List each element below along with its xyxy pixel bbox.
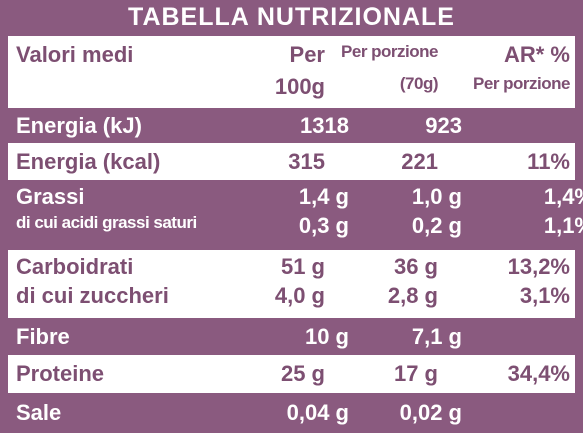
row-label: di cui acidi grassi saturi [16,213,197,232]
cell-value: 923 [425,112,462,138]
cell-value: 221 [401,148,438,174]
cell-value: 25 g [280,361,325,386]
row-label: Sale [16,400,62,425]
cell-value: (70g) [399,74,439,93]
cell-value: 315 [288,148,325,174]
cell-value: Per porzione [473,74,570,93]
row-label: Fibre [16,323,70,349]
cell-value: 7,1 g [411,323,462,349]
table-row: Energia (kcal) 315 221 11% [8,143,575,180]
cell-value: 10 g [304,323,349,349]
cell-value: 0,3 g [298,213,349,238]
cell-value: Per [289,42,325,67]
cell-value: 0,2 g [411,213,462,238]
cell-value: 51 g [280,254,325,279]
table-row: Sale 0,04 g 0,02 g [0,393,583,433]
cell-value: 0,04 g [286,400,349,425]
row-label: di cui zuccheri [16,283,169,308]
cell-value: 11% [527,148,570,174]
cell-value: 1,1% [543,213,583,238]
table-row: Energia (kJ) 1318 923 [0,108,583,143]
header-row: Valori medi Per 100g Per porzione (70g) AR* %… [8,36,575,108]
cell-value: 36 g [393,254,438,279]
table-row: Grassi di cui acidi grassi saturi 1,4 g 0,3… [0,180,583,250]
cell-value: 4,0 g [274,283,325,308]
row-label: Grassi [16,184,85,209]
table-row: Fibre 10 g 7,1 g [0,318,583,355]
row-label: Energia (kJ) [16,112,142,138]
cell-value: 100g [274,74,325,99]
cell-value: 1,4% [543,184,583,209]
row-label: Valori medi [16,42,134,67]
row-label: Carboidrati [16,254,134,279]
cell-value: 1,0 g [411,184,462,209]
cell-value: 34,4% [507,361,570,386]
row-label: Proteine [16,361,105,386]
cell-value: 2,8 g [387,283,438,308]
cell-value: Per porzione [341,42,438,61]
cell-value: 1,4 g [298,184,349,209]
table-row: Proteine 25 g 17 g 34,4% [8,355,575,393]
cell-value: 13,2% [507,254,570,279]
title: TABELLA NUTRIZIONALE [128,3,455,31]
cell-value: 1318 [300,112,349,138]
cell-value: AR* % [503,42,570,67]
cell-value: 0,02 g [399,400,462,425]
row-label: Energia (kcal) [16,148,161,174]
table-row: Carboidrati di cui zuccheri 51 g 4,0 g 36 g 2… [8,250,575,318]
cell-value: 3,1% [519,283,570,308]
cell-value: 17 g [393,361,438,386]
